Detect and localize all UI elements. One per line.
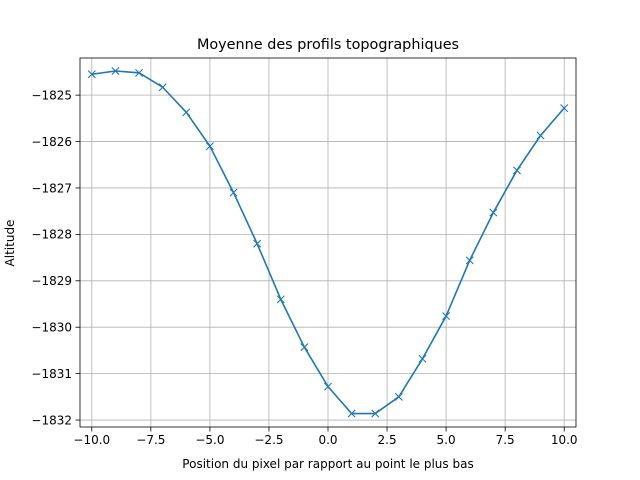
data-point-marker — [442, 312, 451, 321]
data-point-marker — [229, 188, 238, 197]
data-point-marker — [418, 354, 427, 363]
x-tick-label: −7.5 — [136, 433, 165, 447]
data-point-marker — [253, 239, 262, 248]
grid — [80, 58, 576, 427]
y-tick-label: −1832 — [31, 413, 72, 427]
data-point-marker — [300, 343, 309, 352]
x-tick-label: 0.0 — [318, 433, 337, 447]
x-axis: −10.0 −7.5 −5.0 −2.5 0.0 2.5 5.0 7.5 10.0 — [73, 427, 578, 447]
data-point-marker — [87, 70, 96, 79]
data-point-marker — [111, 67, 120, 75]
data-point-marker — [324, 382, 332, 391]
data-point-marker — [489, 208, 498, 217]
data-point-marker — [560, 104, 569, 113]
y-tick-label: −1826 — [31, 135, 72, 149]
chart-title: Moyenne des profils topographiques — [197, 37, 459, 53]
data-point-marker — [347, 409, 356, 418]
data-series — [87, 67, 569, 418]
y-tick-label: −1831 — [31, 367, 72, 381]
data-point-marker — [512, 166, 521, 175]
y-axis: −1825 −1826 −1827 −1828 −1829 −1830 −1831 −1832 — [31, 88, 80, 427]
y-axis-title: Altitude — [3, 220, 17, 267]
x-axis-title: Position du pixel par rapport au point l… — [182, 457, 473, 471]
x-tick-label: −5.0 — [195, 433, 224, 447]
y-tick-label: −1829 — [31, 274, 72, 288]
data-point-marker — [465, 256, 474, 265]
data-point-marker — [536, 131, 545, 140]
data-point-marker — [158, 83, 167, 92]
x-tick-label: −2.5 — [254, 433, 283, 447]
y-tick-label: −1825 — [31, 88, 72, 102]
y-tick-label: −1827 — [31, 181, 72, 195]
x-tick-label: 5.0 — [437, 433, 456, 447]
data-point-marker — [371, 409, 380, 418]
data-point-marker — [276, 295, 285, 304]
data-point-marker — [135, 68, 144, 77]
data-point-marker — [182, 108, 191, 117]
x-tick-label: −10.0 — [73, 433, 110, 447]
data-point-marker — [205, 142, 214, 151]
y-tick-label: −1828 — [31, 228, 72, 242]
x-tick-label: 2.5 — [378, 433, 397, 447]
y-tick-label: −1830 — [31, 321, 72, 335]
x-tick-label: 10.0 — [551, 433, 578, 447]
x-tick-label: 7.5 — [496, 433, 515, 447]
data-point-marker — [394, 392, 403, 401]
